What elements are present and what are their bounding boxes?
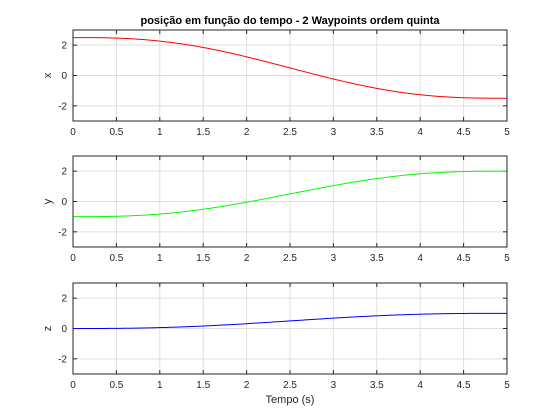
x-tick-label: 1 [157,127,163,138]
y-axis-label: x [42,72,54,78]
subplot-1: 0 0.5 1 1.5 2 2.5 3 3.5 4 4.5 5 -2 0 2 x posição em fun… [42,15,510,138]
x-tick-label: 0.5 [109,380,123,391]
y-tick-label: -2 [58,101,67,112]
x-tick-label: 4 [417,380,423,391]
x-tick-label: 3 [331,127,337,138]
y-tick-label: -2 [58,227,67,238]
y-axis-label: z [42,326,54,332]
y-tick-label: -2 [58,354,67,365]
x-tick-label: 3.5 [370,380,384,391]
x-tick-label: 2 [244,127,250,138]
series-line-y [73,170,507,218]
x-tick-label: 5 [504,380,510,391]
x-tick-label: 2.5 [283,380,297,391]
y-tick-label: 2 [61,167,67,178]
x-tick-label: 5 [504,253,510,264]
axes-box-3 [72,282,508,375]
x-tick-label: 1 [157,253,163,264]
x-tick-label: 4 [417,127,423,138]
x-tick-label: 3 [331,380,337,391]
x-tick-label: 4 [417,253,423,264]
subplot-3: 0 0.5 1 1.5 2 2.5 3 3.5 4 4.5 5 -2 0 2 z Tempo (s) [42,282,510,406]
x-tick-label: 1 [157,380,163,391]
x-tick-label: 4.5 [457,380,471,391]
series-line-x [73,37,507,99]
y-tick-label: 0 [61,71,67,82]
axes-box-2 [72,155,508,248]
y-tick-label: 0 [61,197,67,208]
x-tick-label: 3.5 [370,253,384,264]
x-tick-label: 2 [244,253,250,264]
x-axis-label: Tempo (s) [266,394,315,406]
series-line-z [73,312,507,329]
y-axis-label: y [42,198,54,204]
x-tick-label: 5 [504,127,510,138]
y-tick-label: 0 [61,324,67,335]
subplot-2: 0 0.5 1 1.5 2 2.5 3 3.5 4 4.5 5 -2 0 2 y [42,155,510,264]
x-tick-label: 0.5 [109,253,123,264]
axes-box-1 [72,29,508,122]
x-tick-label: 1.5 [196,380,210,391]
chart-title: posição em função do tempo - 2 Waypoints… [140,15,440,27]
x-tick-label: 0.5 [109,127,123,138]
x-tick-label: 0 [70,380,76,391]
x-tick-label: 4.5 [457,253,471,264]
x-tick-label: 3 [331,253,337,264]
y-tick-label: 2 [61,41,67,52]
x-tick-label: 3.5 [370,127,384,138]
x-tick-label: 1.5 [196,127,210,138]
x-tick-label: 2 [244,380,250,391]
y-tick-label: 2 [61,294,67,305]
x-tick-label: 0 [70,127,76,138]
x-tick-label: 4.5 [457,127,471,138]
x-tick-label: 2.5 [283,253,297,264]
x-tick-label: 1.5 [196,253,210,264]
x-tick-label: 0 [70,253,76,264]
x-tick-label: 2.5 [283,127,297,138]
